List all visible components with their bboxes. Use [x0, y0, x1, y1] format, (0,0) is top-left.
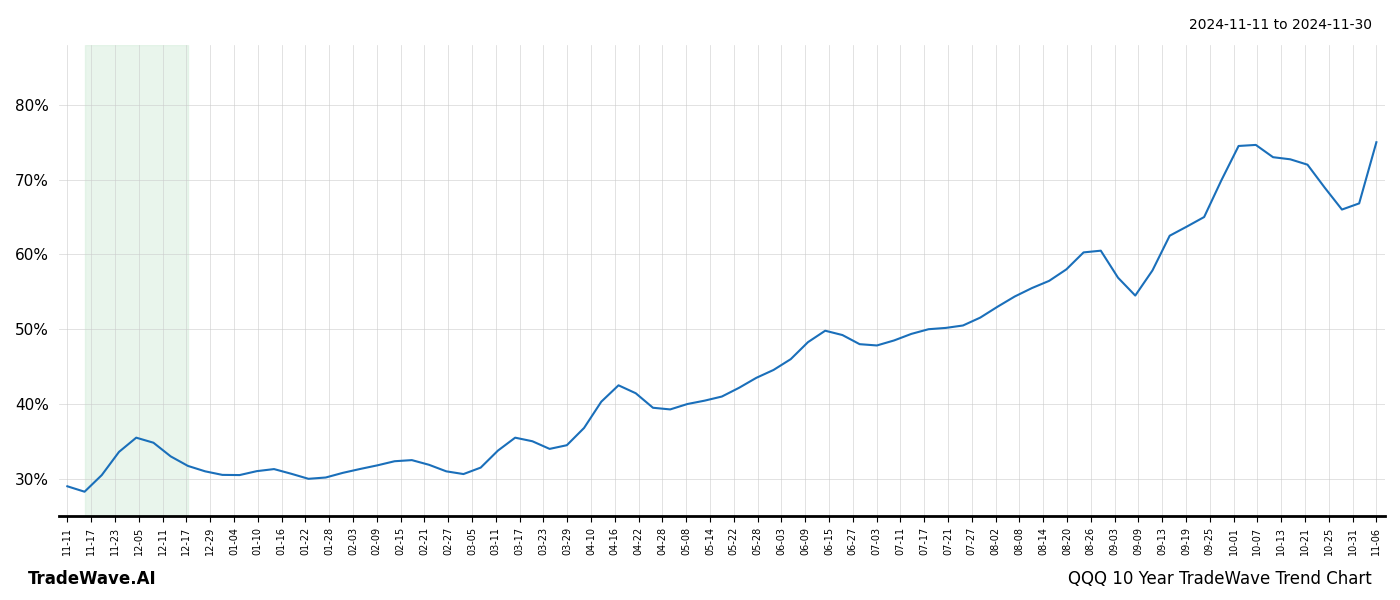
Bar: [84, 45, 188, 516]
Text: TradeWave.AI: TradeWave.AI: [28, 570, 157, 588]
Text: QQQ 10 Year TradeWave Trend Chart: QQQ 10 Year TradeWave Trend Chart: [1068, 570, 1372, 588]
Text: 2024-11-11 to 2024-11-30: 2024-11-11 to 2024-11-30: [1189, 18, 1372, 32]
